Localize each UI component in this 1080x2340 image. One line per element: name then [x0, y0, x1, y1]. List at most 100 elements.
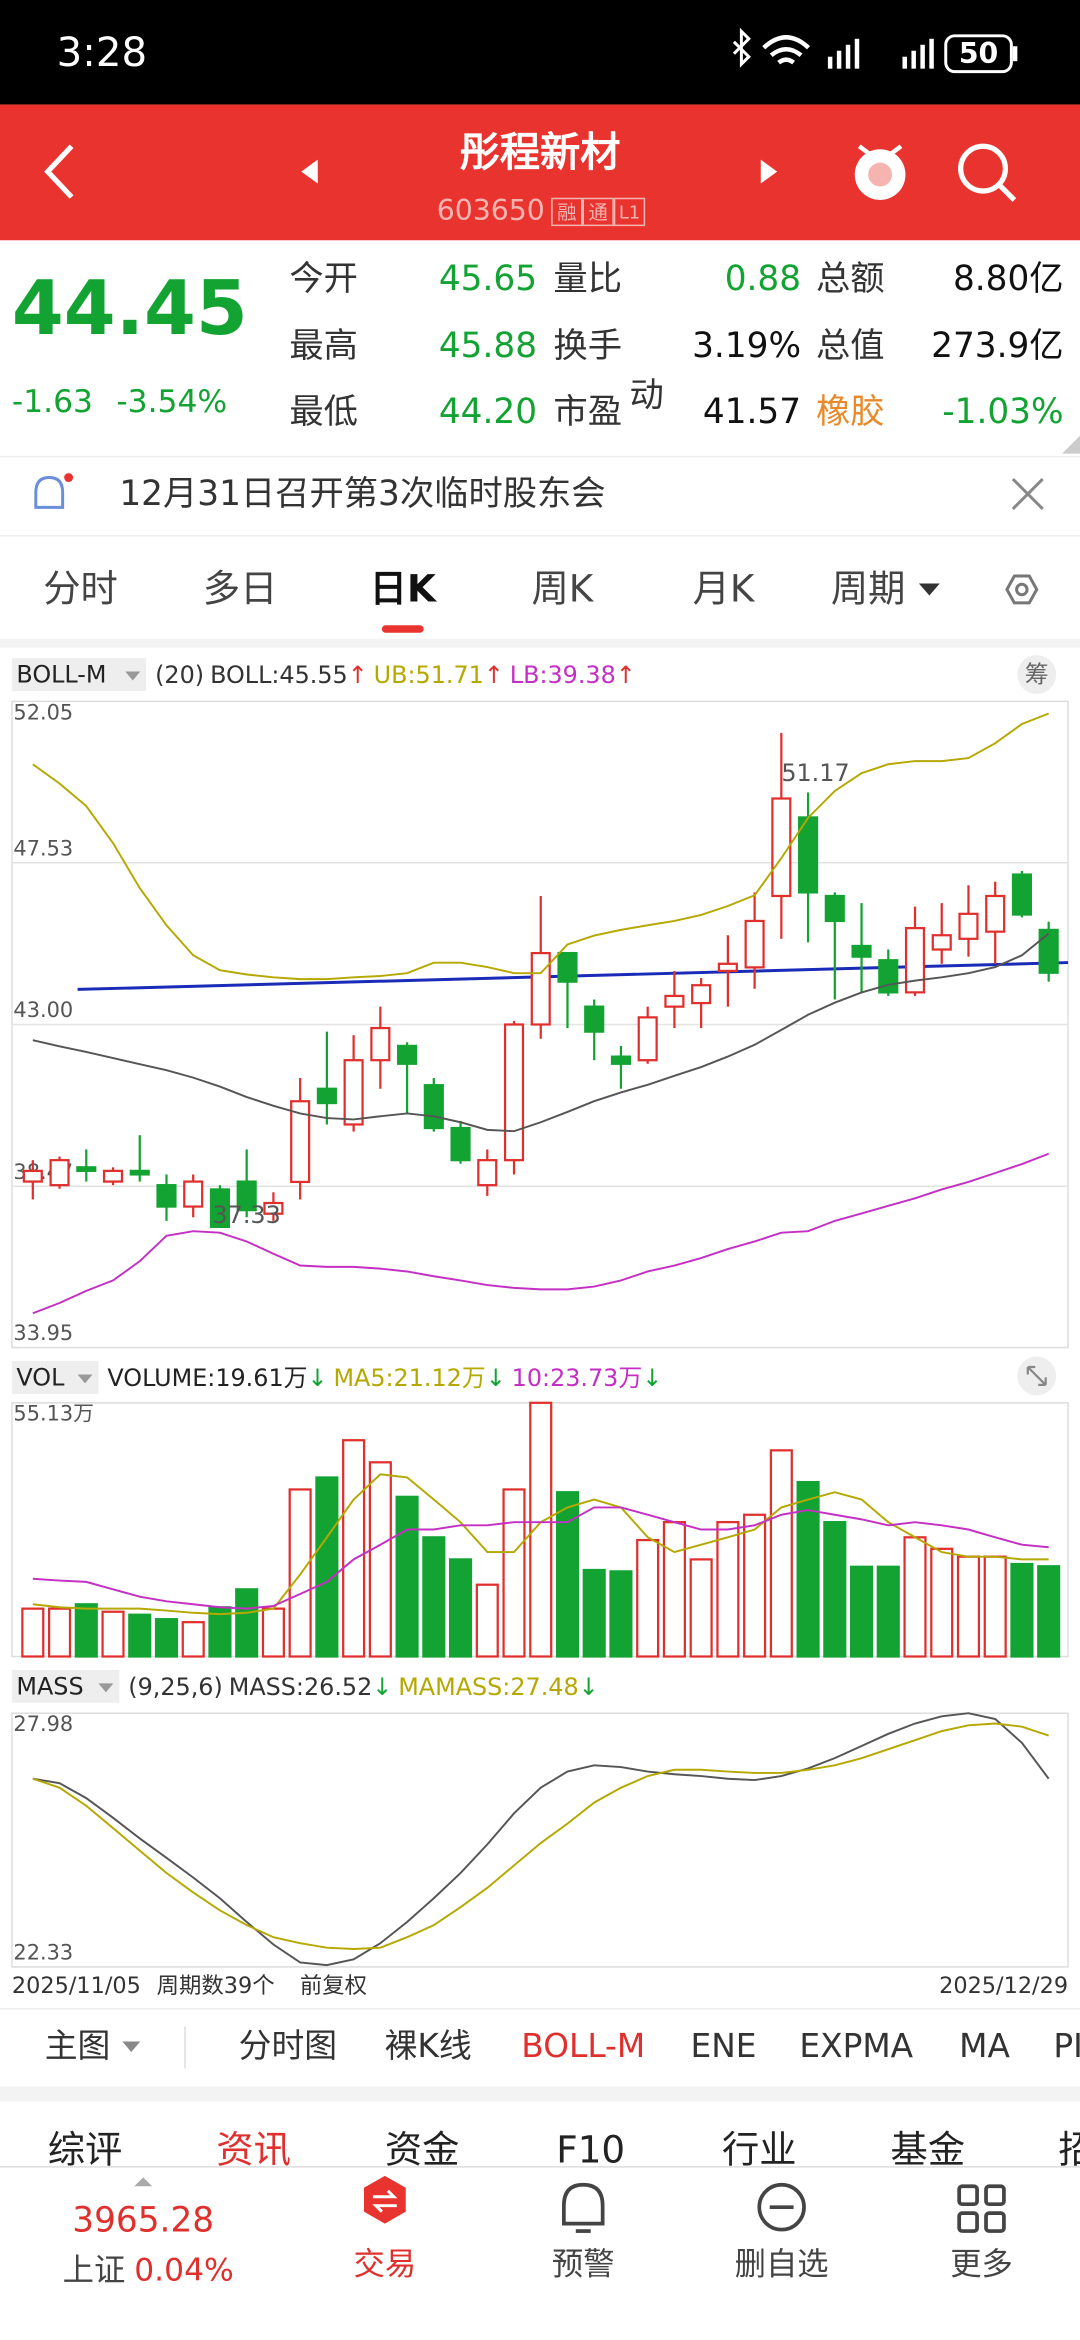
candle-body	[316, 1087, 337, 1105]
period-tab[interactable]: 日K	[370, 566, 438, 610]
alert-icon	[562, 2182, 605, 2233]
indicator-line	[32, 932, 1050, 1133]
volume-bar	[261, 1607, 285, 1658]
legend: (20) BOLL:45.55↑ UB:51.71↑ LB:39.38↑	[155, 661, 636, 689]
adjust-mode[interactable]: 前复权	[300, 1973, 367, 1999]
candle-body	[22, 1169, 43, 1183]
indicator-selector[interactable]: MASS	[16, 1672, 83, 1700]
stat-value: 3.19%	[692, 326, 801, 366]
y-tick-label: 43.00	[13, 998, 73, 1022]
nav-item[interactable]: 交易	[354, 2246, 417, 2282]
volume-bar	[368, 1461, 392, 1658]
legend-trend: ↓	[642, 1363, 662, 1391]
period-tab[interactable]: 多日	[203, 566, 278, 610]
volume-bar	[769, 1449, 793, 1658]
stat-value: 45.88	[439, 326, 537, 366]
index-change: 0.04%	[134, 2252, 234, 2288]
candle-body	[76, 1166, 97, 1172]
period-tab[interactable]: 分时	[43, 566, 118, 610]
candle-body	[209, 1188, 231, 1229]
nav-item[interactable]: 预警	[552, 2246, 615, 2282]
volume-bar	[662, 1521, 686, 1658]
indicator-option[interactable]: 分时图	[239, 2027, 337, 2065]
period-tab[interactable]: 周K	[531, 566, 594, 610]
back-button[interactable]	[44, 144, 74, 199]
candle-body	[717, 962, 738, 973]
sector-label[interactable]: 橡胶	[816, 392, 885, 432]
stat-label: 换手	[553, 326, 622, 366]
badge-box	[551, 197, 583, 227]
stat-label: 市盈	[553, 392, 622, 432]
stat-label: 总值	[816, 326, 885, 366]
y-tick-label: 22.33	[13, 1940, 73, 1964]
candle-body	[530, 951, 551, 1026]
indicator-selector[interactable]: BOLL-M	[16, 661, 106, 689]
main-indicator-menu[interactable]: 主图	[45, 2027, 111, 2065]
mascot-button[interactable]	[854, 144, 906, 200]
chip-button-bg[interactable]	[1017, 655, 1057, 694]
dropdown-arrow	[125, 671, 141, 681]
settings-button[interactable]	[1005, 574, 1039, 605]
search-button[interactable]	[958, 143, 1017, 202]
indicator-option[interactable]: EXPMA	[799, 2027, 913, 2065]
nav-item[interactable]: 删自选	[735, 2246, 829, 2282]
indicator-selector[interactable]: VOL	[16, 1363, 65, 1391]
volume-bar	[876, 1565, 900, 1658]
expand-button[interactable]	[1017, 1356, 1057, 1396]
notice-icon	[34, 473, 74, 509]
mass-plot-frame	[11, 1712, 1069, 1968]
info-tab[interactable]: 基金	[891, 2127, 966, 2171]
candle-body	[610, 1055, 632, 1065]
next-stock[interactable]	[760, 159, 778, 184]
period-tab[interactable]: 周期	[831, 566, 906, 610]
volume-bar	[903, 1536, 927, 1658]
candle-body	[1011, 873, 1033, 916]
stat-label: 量比	[553, 259, 622, 299]
indicator-line	[32, 1152, 1050, 1315]
indicator-option[interactable]: ENE	[690, 2027, 756, 2065]
badge: L1	[619, 202, 640, 223]
indicator-option[interactable]: BOLL-M	[521, 2027, 645, 2065]
legend: (9,25,6) MASS:26.52↓ MAMASS:27.48↓	[128, 1672, 598, 1700]
candle-body	[771, 797, 792, 898]
status-time: 3:28	[57, 30, 147, 76]
legend-trend: ↑	[484, 661, 504, 689]
notice-text[interactable]: 12月31日召开第3次临时股东会	[119, 474, 605, 514]
info-tab[interactable]: 资金	[385, 2127, 460, 2171]
info-tab[interactable]: 资讯	[216, 2127, 291, 2171]
indicator-line	[32, 1506, 1049, 1610]
info-tab[interactable]: 招	[1058, 2127, 1080, 2171]
volume-bar	[502, 1488, 526, 1658]
candle-body	[985, 894, 1006, 933]
legend-trend: ↓	[372, 1672, 392, 1700]
info-tab[interactable]: 综评	[48, 2127, 123, 2171]
nav-item[interactable]: 更多	[950, 2246, 1013, 2282]
legend-params: (20)	[155, 661, 204, 689]
chip-button[interactable]: 筹	[1025, 661, 1049, 689]
candle-body	[156, 1184, 177, 1208]
candle-body	[49, 1159, 70, 1187]
legend-entry: BOLL:45.55	[210, 661, 348, 689]
notice-close[interactable]	[1011, 477, 1044, 510]
prev-stock[interactable]	[301, 159, 318, 184]
indicator-option[interactable]: 裸K线	[385, 2027, 472, 2065]
period-tab[interactable]: 月K	[693, 566, 756, 610]
candle-body	[851, 944, 872, 958]
volume-bar	[956, 1555, 981, 1658]
indicator-selector-bg[interactable]	[11, 658, 147, 691]
candle-body	[290, 1100, 311, 1184]
stat-value: 44.20	[439, 392, 537, 432]
x-start-date: 2025/11/05	[12, 1973, 141, 1999]
stat-label: 最低	[289, 392, 358, 432]
candle-body	[423, 1084, 444, 1130]
volume-bar	[609, 1570, 633, 1658]
stat-value: 45.65	[439, 259, 537, 299]
index-value[interactable]: 3965.28	[72, 2201, 214, 2241]
info-tab[interactable]: F10	[556, 2127, 625, 2171]
info-tab[interactable]: 行业	[722, 2127, 797, 2171]
indicator-option[interactable]: MA	[959, 2027, 1010, 2065]
indicator-option[interactable]: PI	[1053, 2027, 1080, 2065]
